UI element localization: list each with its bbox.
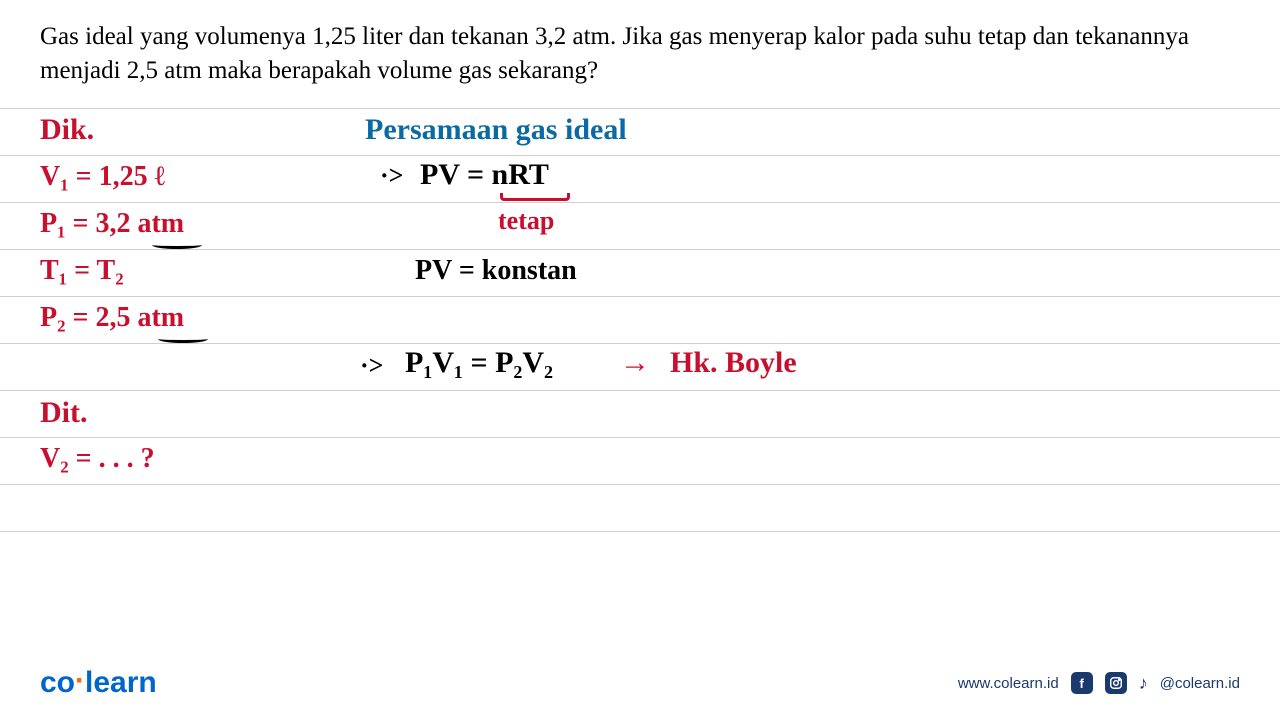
ruled-line xyxy=(0,155,1280,156)
logo-learn: learn xyxy=(85,666,157,699)
question-text: Gas ideal yang volumenya 1,25 liter dan … xyxy=(0,0,1280,98)
boyle-label: Hk. Boyle xyxy=(670,346,797,380)
ruled-line xyxy=(0,108,1280,109)
notebook-area: Dik. V₁ = 1,25 ℓ P₁ = 3,2 atm T₁ = T₂ P₂… xyxy=(0,103,1280,573)
arrow-icon: → xyxy=(620,346,650,380)
instagram-icon xyxy=(1105,672,1127,694)
footer-right: www.colearn.id f ♪ @colearn.id xyxy=(958,672,1240,694)
dik-t: T₁ = T₂ xyxy=(40,255,124,287)
ruled-line xyxy=(0,484,1280,485)
dik-p1: P₁ = 3,2 atm xyxy=(40,208,184,240)
ruled-line xyxy=(0,296,1280,297)
dik-v1: V₁ = 1,25 ℓ xyxy=(40,161,165,193)
ruled-line xyxy=(0,202,1280,203)
bullet-2: ·> xyxy=(360,351,384,381)
tiktok-icon: ♪ xyxy=(1139,673,1148,694)
footer: co·learn www.colearn.id f ♪ @colearn.id xyxy=(0,666,1280,700)
logo-dot-icon: · xyxy=(75,664,85,698)
dit-label: Dit. xyxy=(40,396,88,430)
bracket-under-nrt xyxy=(500,193,570,201)
logo: co·learn xyxy=(40,666,157,700)
dik-label: Dik. xyxy=(40,113,94,147)
pv-nrt: PV = nRT xyxy=(420,158,549,192)
ruled-line xyxy=(0,437,1280,438)
ruled-line xyxy=(0,390,1280,391)
pv-konstan: PV = konstan xyxy=(415,255,577,287)
bullet-1: ·> xyxy=(380,161,404,191)
ruled-line xyxy=(0,531,1280,532)
footer-handle: @colearn.id xyxy=(1160,675,1240,692)
boyle-equation: P₁V₁ = P₂V₂ xyxy=(405,346,553,380)
underline-arc xyxy=(158,335,208,343)
persamaan-title: Persamaan gas ideal xyxy=(365,113,627,147)
dik-p2: P₂ = 2,5 atm xyxy=(40,302,184,334)
dit-v2: V₂ = . . . ? xyxy=(40,443,155,475)
ruled-line xyxy=(0,249,1280,250)
underline-arc xyxy=(152,241,202,249)
logo-co: co xyxy=(40,666,75,699)
footer-url: www.colearn.id xyxy=(958,675,1059,692)
ruled-line xyxy=(0,343,1280,344)
facebook-icon: f xyxy=(1071,672,1093,694)
tetap-label: tetap xyxy=(498,206,554,236)
